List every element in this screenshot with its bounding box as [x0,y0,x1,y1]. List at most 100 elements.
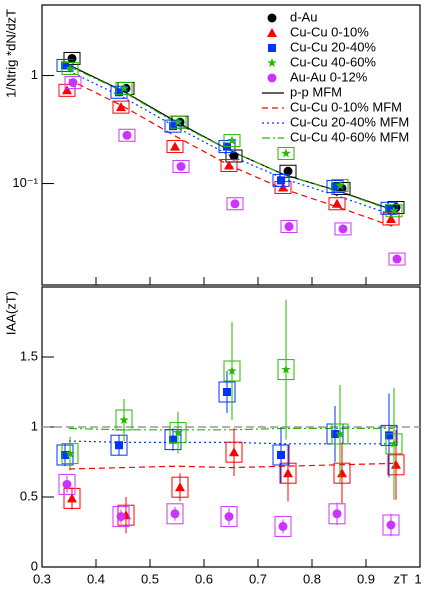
x-tick-label: 0.5 [141,571,159,586]
y-tick-label: 0 [31,558,38,573]
data-point [173,427,183,437]
data-point [170,509,180,519]
y-tick-label: 1 [31,418,38,433]
sys-box [64,76,82,90]
y-tick-label: 1 [31,67,38,82]
sys-box [328,197,346,211]
legend-label: Au-Au 0-12% [290,69,368,84]
legend-label: Cu-Cu 20-40% [290,39,376,54]
sys-box [280,220,298,234]
data-point [230,199,240,209]
sys-box [58,83,76,97]
sys-box [164,429,182,451]
sys-box [164,119,182,133]
sys-box [279,462,297,484]
sys-box [118,128,136,142]
x-tick-label: 0.7 [249,571,267,586]
legend-marker [267,58,277,67]
sys-box [382,212,400,226]
legend-label: d-Au [290,9,317,24]
sys-box [166,503,184,525]
data-point [170,141,180,151]
data-point [65,448,75,458]
data-point [67,53,77,63]
sys-box [169,115,187,129]
data-point [283,166,293,176]
data-point [277,176,285,185]
y-tick-label: 0.5 [20,488,38,503]
data-point [385,431,393,440]
sys-box [56,444,74,466]
y-tick-label: 1.5 [20,348,38,363]
data-point [176,161,186,171]
x-tick-label: 0.6 [195,571,213,586]
sys-box [220,158,238,172]
sys-box [388,252,406,266]
sys-box [169,422,187,444]
sys-box [110,85,128,99]
data-point [331,182,339,191]
x-tick-label: 0.8 [303,571,321,586]
data-point [337,468,347,478]
data-point [385,204,393,213]
sys-box [61,443,79,465]
data-point [169,435,177,444]
data-point [61,61,69,70]
sys-box [334,222,352,236]
data-point [331,430,339,438]
sys-box [279,164,297,178]
legend-label: Cu-Cu 0-10% [290,24,369,39]
data-point [278,182,288,192]
sys-box [225,149,243,163]
sys-box [223,360,241,382]
plot-frame [41,286,421,568]
data-point [122,130,132,140]
data-point [389,205,399,215]
sys-box [382,514,400,536]
data-point [68,78,78,88]
sys-box [277,146,295,160]
data-point [169,122,177,131]
data-point [62,85,72,95]
legend-marker [268,44,276,52]
data-point [229,447,239,457]
data-point [65,63,75,73]
data-point [332,509,342,519]
data-point [332,198,342,208]
sys-box [63,487,81,509]
sys-box [166,140,184,154]
sys-box [272,444,290,466]
sys-box [387,454,405,476]
data-point [119,83,129,93]
data-point [284,222,294,232]
sys-box [277,359,295,381]
x-tick-label: 0.9 [357,571,375,586]
data-point [278,521,288,531]
legend-label: p-p MFM [290,84,342,99]
data-point [392,254,402,264]
data-point [224,160,234,170]
data-point [224,512,234,522]
sys-box [115,409,133,431]
data-point [229,151,239,161]
sys-box [225,441,243,463]
data-point [67,493,77,503]
data-point [61,451,69,459]
sys-box [220,506,238,528]
data-point [283,468,293,478]
sys-box [223,134,241,148]
data-point [227,366,237,375]
x-tick-label: 1 [414,571,421,586]
sys-box [115,81,133,95]
data-point [386,213,396,223]
data-point [119,415,129,424]
x-axis-label: zT [394,571,409,586]
legend-marker [267,28,277,37]
data-point [62,479,72,489]
model-line [68,462,394,470]
sys-box [385,204,403,218]
data-point [227,135,237,145]
data-point [386,520,396,530]
legend-marker [267,13,277,23]
sys-box [385,433,403,455]
